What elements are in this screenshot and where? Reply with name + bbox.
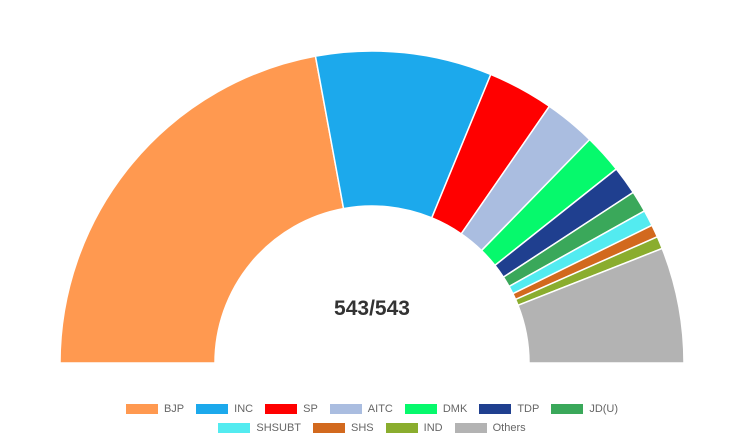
legend-item: Others [454,421,526,435]
legend-swatch [454,423,487,433]
slice [517,247,685,364]
legend-item: IND [385,421,443,435]
legend-item: BJP [125,402,185,416]
legend-swatch [196,404,229,414]
legend-label: DMK [442,403,468,415]
chart: 543/543 [59,50,685,364]
legend-item: SHS [313,421,374,435]
legend-swatch [313,423,346,433]
legend-swatch [385,423,418,433]
legend-swatch [479,404,512,414]
legend-item: INC [196,402,253,416]
legend-label: Others [492,422,526,434]
legend-swatch [551,404,584,414]
legend-label: SHS [351,422,374,434]
legend-label: IND [423,422,443,434]
legend-item: SHSUBT [218,421,301,435]
center-label: 543/543 [334,297,410,320]
legend-label: JD(U) [589,403,619,415]
legend-swatch [218,423,251,433]
legend-swatch [404,404,437,414]
legend-item: TDP [479,402,539,416]
legend-label: SP [303,403,318,415]
legend-item: DMK [404,402,468,416]
legend-swatch [265,404,298,414]
legend-label: AITC [367,403,393,415]
legend: BJP INC SP AITC DMK TDP JD(U) SHSUBT SHS IND Other… [82,402,662,435]
legend-label: BJP [163,403,185,415]
legend-label: INC [234,403,254,415]
legend-item: JD(U) [551,402,618,416]
legend-item: SP [265,402,318,416]
legend-label: TDP [517,403,540,415]
legend-swatch [125,404,158,414]
arcs [59,50,685,364]
legend-label: SHSUBT [256,422,302,434]
legend-swatch [329,404,362,414]
slice [59,55,345,364]
legend-item: AITC [329,402,393,416]
